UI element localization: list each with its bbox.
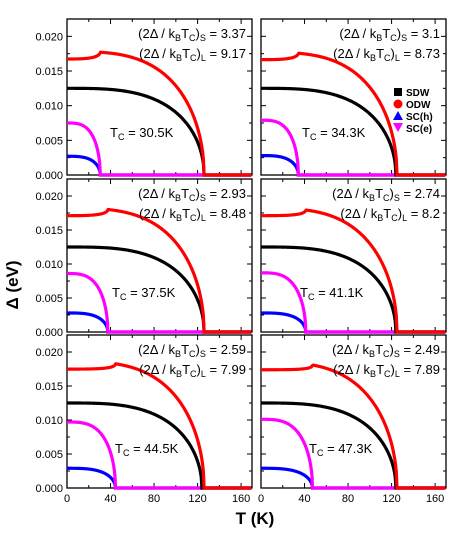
ratio-l-annotation: (2Δ / kBTC)L = 7.99: [139, 362, 246, 379]
legend-label-sdw: SDW: [406, 88, 430, 99]
y-tick-label: 0.000: [35, 170, 63, 182]
tc-annotation: TC = 34.3K: [302, 125, 366, 142]
series-odw: [67, 50, 252, 177]
ratio-s-annotation: (2Δ / kBTC)S = 2.93: [138, 186, 246, 203]
tc-annotation: TC = 41.1K: [300, 285, 364, 302]
ratio-s-annotation: (2Δ / kBTC)S = 2.49: [332, 342, 440, 359]
legend-label-odw: ODW: [406, 100, 431, 111]
tc-annotation: TC = 47.3K: [309, 441, 373, 458]
panel-2: (2Δ / kBTC)S = 3.1 (2Δ / kBTC)L = 8.73 TC …: [260, 18, 447, 177]
y-tick-label: 0.015: [35, 225, 63, 237]
ratio-s-annotation: (2Δ / kBTC)S = 3.1: [339, 26, 440, 43]
series-sdw: [261, 86, 446, 177]
y-tick-label: 0.020: [35, 191, 63, 203]
series-sdw: [67, 86, 252, 177]
y-tick-label: 0.005: [35, 135, 63, 147]
y-tick-label: 0.015: [35, 381, 63, 393]
ratio-s-annotation: (2Δ / kBTC)S = 2.74: [332, 186, 440, 203]
ratio-l-annotation: (2Δ / kBTC)L = 8.73: [333, 46, 440, 63]
series-sch: [67, 311, 252, 334]
series-sch: [261, 466, 446, 490]
y-tick-label: 0.000: [35, 327, 63, 339]
tc-annotation: TC = 37.5K: [112, 285, 176, 302]
legend-marker-sch: [393, 111, 403, 120]
ratio-l-annotation: (2Δ / kBTC)L = 7.89: [333, 362, 440, 379]
ratio-s-annotation: (2Δ / kBTC)S = 2.59: [138, 342, 246, 359]
x-tick-label: 40: [298, 493, 310, 505]
legend-marker-odw: [393, 99, 403, 109]
series-sdw: [261, 401, 446, 490]
tc-annotation: TC = 30.5K: [110, 125, 174, 142]
series-sdw: [67, 245, 252, 334]
series-sce: [67, 271, 252, 334]
x-tick-label: 160: [232, 493, 250, 505]
x-tick-label: 40: [104, 493, 116, 505]
series-sce: [67, 121, 252, 177]
panel-frame: [66, 334, 253, 489]
series-sch: [67, 466, 252, 490]
series-sdw: [261, 245, 446, 334]
panel-3: 0.000 0.005 0.010 0.015 0.020 (2Δ / kBTC)S = …: [35, 178, 253, 339]
panels: 0.000 0.005 0.010 0.015 0.020 (2Δ / kBTC)S = …: [35, 18, 447, 505]
series-sch: [67, 154, 252, 177]
series-sce: [261, 118, 446, 177]
tc-annotation: TC = 44.5K: [115, 441, 179, 458]
series-odw: [67, 362, 252, 490]
legend-label-sch: SC(h): [406, 112, 433, 123]
panel-5: 0.000 0.005 0.010 0.015 0.020 0 40 80 120 160 (2Δ …: [35, 334, 253, 505]
series-sce: [261, 417, 446, 490]
ratio-s-annotation: (2Δ / kBTC)S = 3.37: [138, 26, 246, 43]
ratio-l-annotation: (2Δ / kBTC)L = 9.17: [139, 46, 246, 63]
series-sch: [261, 153, 446, 177]
panel-4: (2Δ / kBTC)S = 2.74 (2Δ / kBTC)L = 8.2 TC …: [260, 178, 447, 334]
x-tick-label: 160: [426, 493, 444, 505]
y-tick-label: 0.005: [35, 449, 63, 461]
series-odw: [261, 363, 446, 490]
series-sce: [67, 420, 252, 490]
panel-6: 0 40 80 120 160 (2Δ / kBTC)S = 2.49 (2Δ / kBTC…: [258, 334, 447, 505]
series-odw: [261, 51, 446, 177]
legend-label-sce: SC(e): [406, 124, 432, 135]
ratio-l-annotation: (2Δ / kBTC)L = 8.48: [139, 206, 246, 223]
series-sce: [261, 271, 446, 334]
legend: SDW ODW SC(h) SC(e): [393, 88, 433, 135]
x-tick-label: 80: [148, 493, 160, 505]
x-tick-label: 0: [258, 493, 264, 505]
y-tick-label: 0.005: [35, 293, 63, 305]
y-tick-label: 0.020: [35, 347, 63, 359]
y-tick-label: 0.020: [35, 31, 63, 43]
panel-1: 0.000 0.005 0.010 0.015 0.020 (2Δ / kBTC)S = …: [35, 18, 253, 182]
legend-marker-sce: [393, 123, 403, 132]
series-sdw: [67, 401, 252, 490]
y-tick-label: 0.010: [35, 101, 63, 113]
panel-frame: [66, 178, 253, 333]
y-tick-label: 0.010: [35, 415, 63, 427]
x-tick-label: 80: [342, 493, 354, 505]
x-axis-label: T (K): [236, 509, 275, 528]
y-tick-label: 0.015: [35, 66, 63, 78]
legend-marker-sdw: [394, 88, 402, 96]
y-axis-label: Δ (eV): [3, 260, 22, 309]
panel-frame: [260, 178, 447, 333]
series-odw: [261, 208, 446, 334]
y-tick-label: 0.000: [35, 483, 63, 495]
x-tick-label: 0: [64, 493, 70, 505]
x-tick-label: 120: [382, 493, 400, 505]
panel-frame: [66, 18, 253, 176]
series-sch: [261, 311, 446, 334]
ratio-l-annotation: (2Δ / kBTC)L = 8.2: [340, 206, 440, 223]
series-odw: [67, 207, 252, 334]
x-tick-label: 120: [188, 493, 206, 505]
panel-frame: [260, 334, 447, 489]
y-tick-label: 0.010: [35, 259, 63, 271]
